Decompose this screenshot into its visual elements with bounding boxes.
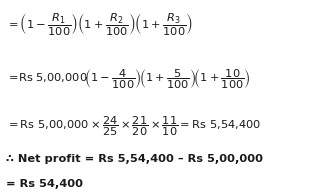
Text: $=\!\mathrm{Rs}\ 5{,}00{,}000\!\left(1-\dfrac{4}{100}\right)\!\left(1+\dfrac{5}{: $=\!\mathrm{Rs}\ 5{,}00{,}000\!\left(1-\… bbox=[6, 67, 251, 91]
Text: $= \left(1-\dfrac{R_1}{100}\right)\left(1+\dfrac{R_2}{100}\right)\left(1+\dfrac{: $= \left(1-\dfrac{R_1}{100}\right)\left(… bbox=[6, 11, 193, 37]
Text: $=\mathrm{Rs}\ 5{,}00{,}000\times\dfrac{24}{25}\times\dfrac{21}{20}\times\dfrac{: $=\mathrm{Rs}\ 5{,}00{,}000\times\dfrac{… bbox=[6, 114, 261, 137]
Text: ∴ Net profit = Rs 5,54,400 – Rs 5,00,000: ∴ Net profit = Rs 5,54,400 – Rs 5,00,000 bbox=[6, 154, 263, 164]
Text: = Rs 54,400: = Rs 54,400 bbox=[6, 179, 83, 189]
